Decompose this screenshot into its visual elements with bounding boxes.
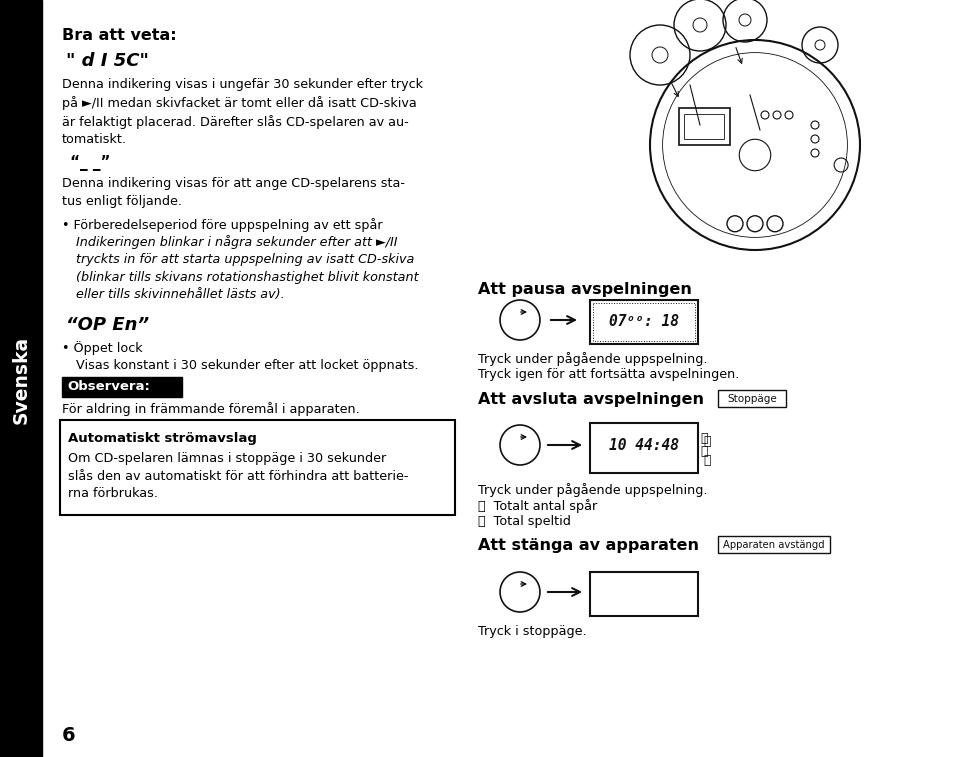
Text: Att avsluta avspelningen: Att avsluta avspelningen bbox=[478, 392, 704, 407]
Text: Apparaten avstängd: Apparaten avstängd bbox=[723, 540, 825, 550]
Text: Bra att veta:: Bra att veta: bbox=[62, 28, 177, 43]
Text: Att pausa avspelningen: Att pausa avspelningen bbox=[478, 282, 692, 297]
Bar bbox=[593, 303, 695, 341]
Text: Svenska: Svenska bbox=[12, 336, 31, 424]
Bar bbox=[590, 423, 698, 473]
Text: Denna indikering visas i ungefär 30 sekunder efter tryck
på ►/II medan skivfacke: Denna indikering visas i ungefär 30 seku… bbox=[62, 78, 423, 146]
Text: Tryck under pågående uppspelning.: Tryck under pågående uppspelning. bbox=[478, 352, 708, 366]
Text: 10 44:48: 10 44:48 bbox=[609, 438, 679, 453]
Text: Att stänga av apparaten: Att stänga av apparaten bbox=[478, 538, 699, 553]
Bar bbox=[680, 108, 730, 145]
Text: Om CD-spelaren lämnas i stoppäge i 30 sekunder
slås den av automatiskt för att f: Om CD-spelaren lämnas i stoppäge i 30 se… bbox=[68, 452, 409, 500]
Text: Ⓐ: Ⓐ bbox=[700, 432, 708, 445]
Bar bbox=[590, 300, 698, 344]
Bar bbox=[718, 390, 786, 407]
Bar bbox=[718, 536, 830, 553]
Text: 07ᵒᵒ: 18: 07ᵒᵒ: 18 bbox=[609, 314, 679, 329]
Text: Tryck i stoppäge.: Tryck i stoppäge. bbox=[478, 625, 587, 638]
Bar bbox=[590, 572, 698, 616]
Text: Ⓑ: Ⓑ bbox=[703, 454, 710, 467]
Text: Ⓑ  Total speltid: Ⓑ Total speltid bbox=[478, 515, 571, 528]
Text: 6: 6 bbox=[62, 726, 76, 745]
Bar bbox=[60, 420, 455, 515]
Text: Tryck under pågående uppspelning.: Tryck under pågående uppspelning. bbox=[478, 483, 708, 497]
Text: " d I 5C": " d I 5C" bbox=[66, 52, 149, 70]
Text: Ⓐ: Ⓐ bbox=[703, 435, 710, 448]
Bar bbox=[684, 114, 724, 139]
Text: Denna indikering visas för att ange CD-spelarens sta-
tus enligt följande.: Denna indikering visas för att ange CD-s… bbox=[62, 177, 405, 207]
Bar bbox=[0, 0, 42, 757]
Text: • Förberedelseperiod före uppspelning av ett spår: • Förberedelseperiod före uppspelning av… bbox=[62, 218, 383, 232]
Text: Ⓐ  Totalt antal spår: Ⓐ Totalt antal spår bbox=[478, 499, 597, 513]
Bar bbox=[62, 377, 182, 397]
Text: Visas konstant i 30 sekunder efter att locket öppnats.: Visas konstant i 30 sekunder efter att l… bbox=[76, 359, 419, 372]
Text: Tryck igen för att fortsätta avspelningen.: Tryck igen för att fortsätta avspelninge… bbox=[478, 368, 739, 381]
Text: Ⓑ: Ⓑ bbox=[700, 445, 708, 458]
Text: Stoppäge: Stoppäge bbox=[727, 394, 777, 403]
Text: Indikeringen blinkar i några sekunder efter att ►/II
tryckts in för att starta u: Indikeringen blinkar i några sekunder ef… bbox=[76, 235, 419, 301]
Text: “OP En”: “OP En” bbox=[66, 316, 149, 334]
Text: För aldring in främmande föremål i apparaten.: För aldring in främmande föremål i appar… bbox=[62, 402, 360, 416]
Text: • Öppet lock: • Öppet lock bbox=[62, 341, 143, 355]
Text: Observera:: Observera: bbox=[67, 381, 150, 394]
Text: “_ _”: “_ _” bbox=[70, 155, 110, 171]
Text: Automatiskt strömavslag: Automatiskt strömavslag bbox=[68, 432, 257, 445]
